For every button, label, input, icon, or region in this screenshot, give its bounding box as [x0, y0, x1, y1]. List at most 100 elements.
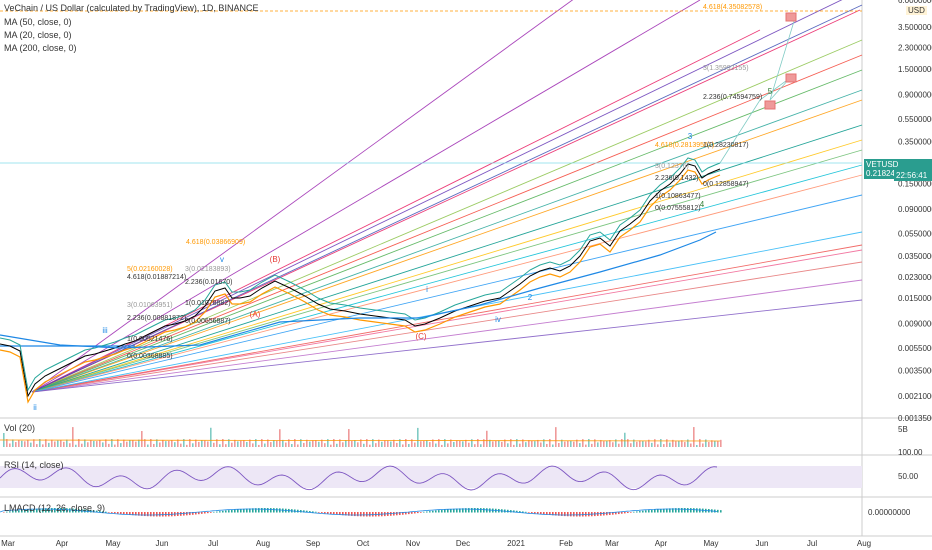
volume-bar: [18, 440, 20, 447]
x-tick-label: 2021: [507, 539, 525, 548]
volume-bar: [513, 444, 515, 447]
volume-bar: [405, 439, 407, 447]
macd-histogram-bar: [354, 512, 356, 517]
volume-bar: [708, 442, 710, 447]
macd-histogram-bar: [198, 512, 200, 515]
macd-histogram-bar: [342, 512, 344, 516]
macd-histogram-bar: [327, 512, 329, 514]
volume-bar: [108, 443, 110, 447]
wave-label: 2: [528, 293, 533, 302]
volume-bar: [234, 439, 236, 447]
macd-histogram-bar: [411, 512, 413, 514]
volume-bar: [507, 443, 509, 447]
macd-histogram-bar: [141, 512, 143, 516]
macd-histogram-bar: [690, 508, 692, 513]
fib-level-label: 1(0.10863477): [655, 193, 701, 200]
macd-histogram-bar: [465, 508, 467, 513]
fib-level-label: 4.618(0.28139561): [655, 142, 714, 149]
y-tick-label: 1.50000000: [898, 65, 932, 74]
macd-histogram-bar: [660, 508, 662, 513]
volume-bar: [255, 439, 257, 447]
volume-bar: [228, 439, 230, 447]
macd-histogram-bar: [21, 509, 23, 513]
wave-label: 5: [768, 87, 773, 96]
fib-level-label: 2.236(0.00881872): [127, 315, 186, 322]
volume-bar: [21, 440, 23, 447]
volume-bar: [525, 442, 527, 447]
macd-histogram-bar: [312, 511, 314, 513]
macd-histogram-bar: [69, 508, 71, 513]
price-tag-time: 22:56:41: [894, 170, 932, 181]
volume-bar: [96, 441, 98, 447]
volume-bar: [270, 442, 272, 447]
volume-bar: [675, 441, 677, 447]
x-tick-label: Mar: [605, 539, 619, 548]
macd-histogram-bar: [522, 511, 524, 513]
x-tick-label: Mar: [1, 539, 15, 548]
y-tick-label: 6.00000000: [898, 0, 932, 5]
macd-histogram-bar: [213, 511, 215, 513]
macd-histogram-bar: [684, 508, 686, 513]
macd-histogram-bar: [66, 508, 68, 513]
volume-bar: [372, 439, 374, 447]
vol-pane-label: Vol (20): [4, 423, 36, 433]
volume-bar: [657, 444, 659, 447]
volume-bar: [357, 442, 359, 447]
volume-bar: [219, 444, 221, 447]
volume-bar: [639, 440, 641, 447]
macd-histogram-bar: [606, 512, 608, 516]
volume-bar: [684, 442, 686, 447]
volume-bar: [417, 427, 419, 447]
macd-histogram-bar: [372, 512, 374, 517]
volume-bar: [309, 441, 311, 447]
volume-bar: [147, 444, 149, 447]
volume-bar: [648, 439, 650, 447]
volume-bar: [321, 439, 323, 447]
volume-bar: [195, 439, 197, 447]
macd-histogram-bar: [528, 512, 530, 513]
volume-bar: [168, 440, 170, 447]
macd-histogram-bar: [207, 512, 209, 514]
x-tick-label: Apr: [655, 539, 668, 548]
volume-bar: [699, 439, 701, 447]
volume-bar: [213, 442, 215, 447]
macd-histogram-bar: [558, 512, 560, 516]
volume-bar: [177, 439, 179, 447]
volume-bar: [642, 440, 644, 447]
wave-label: iv: [495, 315, 501, 324]
macd-histogram-bar: [96, 510, 98, 513]
volume-bar: [204, 440, 206, 447]
macd-histogram-bar: [339, 512, 341, 515]
macd-histogram-bar: [603, 512, 605, 516]
price-tag-value: 0.21824710: [866, 169, 909, 178]
macd-histogram-bar: [9, 511, 11, 513]
volume-bar: [111, 439, 113, 447]
macd-histogram-bar: [525, 511, 527, 513]
macd-histogram-bar: [534, 512, 536, 514]
macd-pane-label: LMACD (12, 26, close, 9): [4, 503, 106, 513]
volume-bar: [561, 439, 563, 447]
volume-bar: [174, 442, 176, 447]
volume-bar: [279, 429, 281, 447]
macd-histogram-bar: [564, 512, 566, 517]
wave-label: iii: [102, 326, 108, 335]
macd-histogram-bar: [618, 512, 620, 515]
volume-bar: [294, 439, 296, 447]
macd-histogram-bar: [189, 512, 191, 516]
macd-histogram-bar: [195, 512, 197, 515]
volume-bar: [540, 442, 542, 447]
y-tick-label: 0.35000000: [898, 137, 932, 146]
volume-bar: [420, 441, 422, 447]
macd-histogram-bar: [687, 508, 689, 513]
macd-histogram-bar: [159, 512, 161, 517]
volume-bar: [633, 439, 635, 447]
macd-histogram-bar: [480, 508, 482, 513]
macd-histogram-bar: [258, 508, 260, 513]
volume-bar: [87, 442, 89, 447]
macd-histogram-bar: [120, 512, 122, 514]
volume-bar: [588, 439, 590, 447]
volume-bar: [267, 439, 269, 447]
volume-bar: [120, 443, 122, 447]
rsi-pane-label: RSI (14, close): [4, 460, 64, 470]
